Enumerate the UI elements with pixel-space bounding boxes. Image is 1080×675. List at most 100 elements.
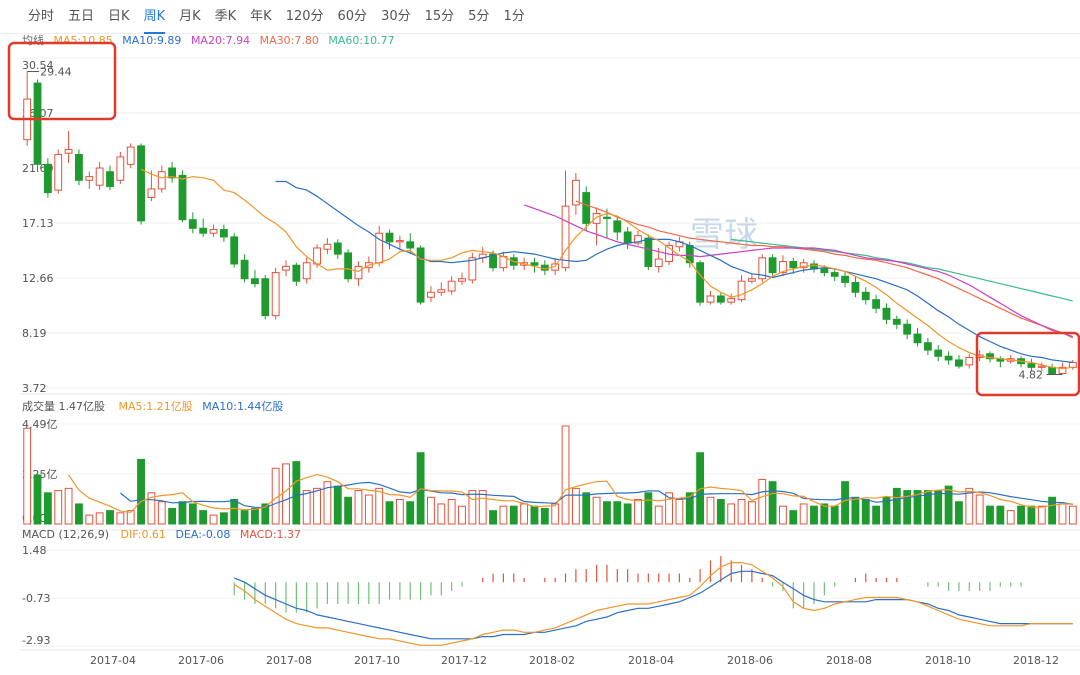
volume-bar — [644, 492, 653, 525]
volume-bar — [882, 496, 891, 525]
volume-bar — [758, 478, 767, 525]
volume-ma5-line — [68, 473, 1073, 514]
tab-2[interactable]: 日K — [108, 8, 130, 24]
grid-lines — [20, 57, 1080, 651]
volume-bar — [520, 503, 529, 525]
candle-body — [230, 236, 239, 265]
candle-body — [458, 278, 466, 282]
candle-body — [489, 253, 497, 269]
volume-bar — [261, 503, 270, 525]
volume-bar — [509, 505, 518, 525]
candle-body — [54, 153, 63, 191]
candle-body — [1058, 366, 1067, 374]
volume-bar — [623, 503, 632, 525]
volume-bar — [230, 499, 239, 525]
tab-0[interactable]: 分时 — [28, 8, 55, 24]
volume-bar — [1058, 503, 1067, 525]
volume-legend-label: 成交量 1.47亿股 — [22, 399, 105, 413]
volume-bar — [944, 485, 953, 525]
tab-9[interactable]: 30分 — [381, 8, 411, 24]
candle-body — [33, 82, 42, 165]
volume-bar — [364, 494, 373, 525]
volume-bar — [1068, 505, 1077, 525]
candle-body — [427, 291, 435, 298]
volume-bar — [199, 510, 208, 525]
candle-body — [747, 278, 756, 282]
tab-3[interactable]: 周K — [143, 0, 165, 34]
tab-8[interactable]: 60分 — [337, 8, 368, 24]
volume-bar — [168, 507, 177, 525]
volume-bar — [33, 474, 42, 525]
volume-bar — [95, 512, 104, 525]
volume-ma10-line — [120, 481, 1073, 509]
volume-bar — [302, 490, 311, 525]
tab-10[interactable]: 15分 — [424, 8, 455, 24]
volume-bar — [727, 503, 736, 525]
tab-11[interactable]: 5分 — [468, 8, 490, 24]
ma60-line — [731, 238, 1073, 302]
macd-axis: 1.48 -0.73 -2.93 — [22, 544, 50, 647]
volume-bar — [706, 496, 715, 525]
volume-bar — [841, 481, 849, 525]
tab-5[interactable]: 季K — [214, 8, 237, 24]
volume-bar — [779, 505, 787, 525]
volume-bar — [561, 425, 570, 525]
candle-body — [727, 297, 736, 303]
volume-bar — [975, 494, 984, 525]
volume-bar — [1037, 505, 1046, 525]
volume-bar — [685, 492, 694, 525]
volume-bar — [157, 501, 166, 525]
moving-average-lines — [140, 168, 1074, 370]
tab-7[interactable]: 120分 — [285, 8, 324, 24]
volume-bar — [996, 505, 1005, 525]
volume-bar — [478, 490, 487, 525]
volume-bar — [85, 514, 94, 525]
tab-12[interactable]: 1分 — [503, 8, 525, 24]
candle-body — [137, 145, 145, 222]
volume-bar — [282, 463, 290, 525]
ma20-legend: MA20:7.94 — [191, 34, 250, 47]
volume-bar — [892, 487, 901, 525]
candle-body — [1068, 361, 1077, 368]
tab-6[interactable]: 年K — [250, 8, 272, 24]
candle-body — [157, 171, 166, 190]
candle-body — [147, 188, 156, 199]
high-highlight-box — [7, 41, 117, 121]
candle-body — [219, 229, 228, 238]
tab-1[interactable]: 五日 — [68, 8, 95, 24]
volume-bar — [603, 501, 611, 525]
volume-bar — [406, 501, 415, 525]
volume-bar — [768, 481, 777, 525]
candle-body — [861, 291, 870, 301]
tab-4[interactable]: 月K — [179, 8, 201, 24]
volume-bar — [54, 490, 63, 525]
candle-body — [43, 163, 52, 194]
candle-body — [913, 333, 922, 344]
dea-line — [233, 570, 1073, 640]
ma10-legend: MA10:9.89 — [122, 34, 181, 47]
volume-bar — [789, 510, 798, 525]
volume-bar — [437, 503, 446, 525]
volume-bar — [395, 499, 404, 525]
candle-body — [923, 342, 932, 351]
candle-body — [126, 146, 135, 165]
price-tick-label: 17.13 — [22, 217, 54, 230]
volume-bar — [323, 481, 332, 525]
price-tick-label: 3.72 — [22, 382, 47, 395]
candle-body — [209, 229, 218, 234]
dea-legend: DEA:-0.08 — [175, 528, 230, 541]
time-tick-label: 2017-12 — [441, 654, 487, 667]
ma5-legend: MA5:10.85 — [54, 34, 113, 47]
volume-bar — [23, 427, 32, 525]
candle-body — [799, 262, 808, 269]
macd-tick-label: -2.93 — [22, 634, 50, 647]
time-tick-label: 2017-10 — [354, 654, 400, 667]
volume-bar — [354, 490, 363, 525]
volume-bar — [903, 490, 912, 525]
ma-legend-label: 均线 — [22, 34, 44, 47]
volume-bars — [23, 425, 1077, 525]
candle-body — [986, 353, 994, 360]
dif-line — [233, 561, 1073, 646]
candle-body — [582, 192, 591, 224]
